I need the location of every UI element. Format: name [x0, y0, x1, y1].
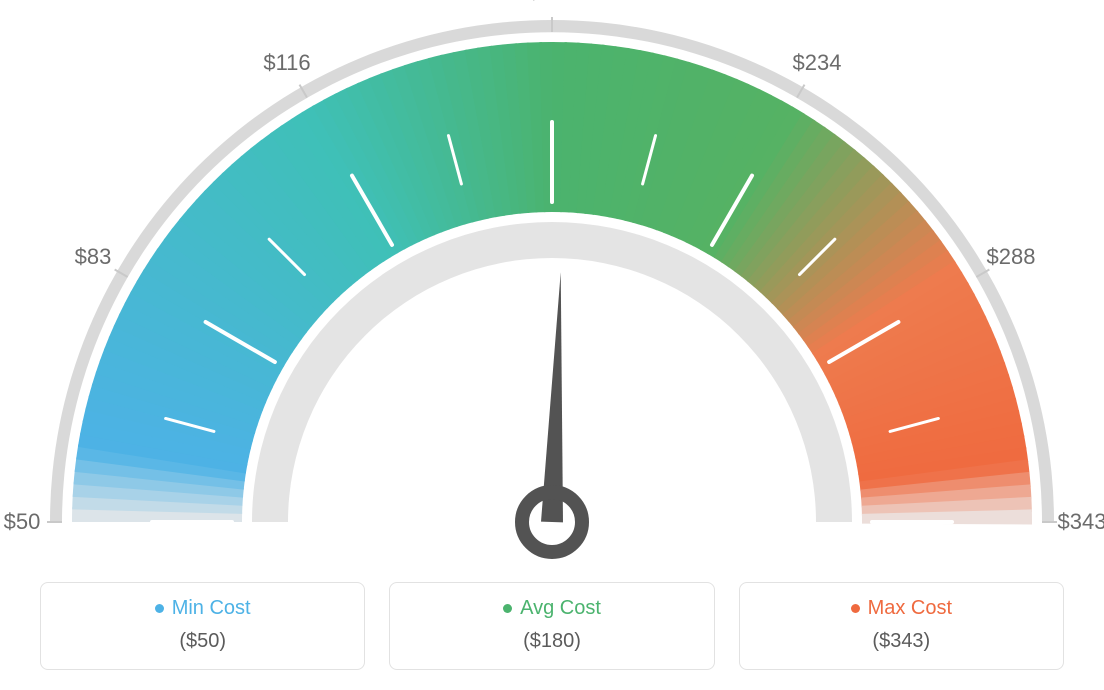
legend-label-max: Max Cost	[868, 597, 952, 620]
gauge-tick-label: $50	[4, 509, 41, 535]
legend-card-max: Max Cost ($343)	[739, 582, 1064, 670]
legend-title-max: Max Cost	[851, 597, 952, 620]
legend-value-min: ($50)	[51, 630, 354, 653]
gauge-tick-label: $234	[793, 50, 842, 76]
legend-card-avg: Avg Cost ($180)	[389, 582, 714, 670]
legend-value-max: ($343)	[750, 630, 1053, 653]
legend-title-avg: Avg Cost	[503, 597, 601, 620]
gauge-tick-label: $343	[1058, 509, 1104, 535]
legend-label-min: Min Cost	[172, 597, 251, 620]
gauge-tick-label: $180	[528, 0, 577, 5]
gauge-svg	[0, 0, 1104, 560]
legend-label-avg: Avg Cost	[520, 597, 601, 620]
dot-icon	[503, 604, 512, 613]
legend-value-avg: ($180)	[400, 630, 703, 653]
gauge-tick-label: $83	[75, 244, 112, 270]
legend-row: Min Cost ($50) Avg Cost ($180) Max Cost …	[40, 582, 1064, 670]
dot-icon	[155, 604, 164, 613]
gauge-tick-label: $116	[263, 50, 310, 76]
gauge-chart: $50 $83 $116 $180 $234 $288 $343	[0, 0, 1104, 560]
gauge-tick-label: $288	[987, 244, 1036, 270]
legend-title-min: Min Cost	[155, 597, 251, 620]
dot-icon	[851, 604, 860, 613]
legend-card-min: Min Cost ($50)	[40, 582, 365, 670]
